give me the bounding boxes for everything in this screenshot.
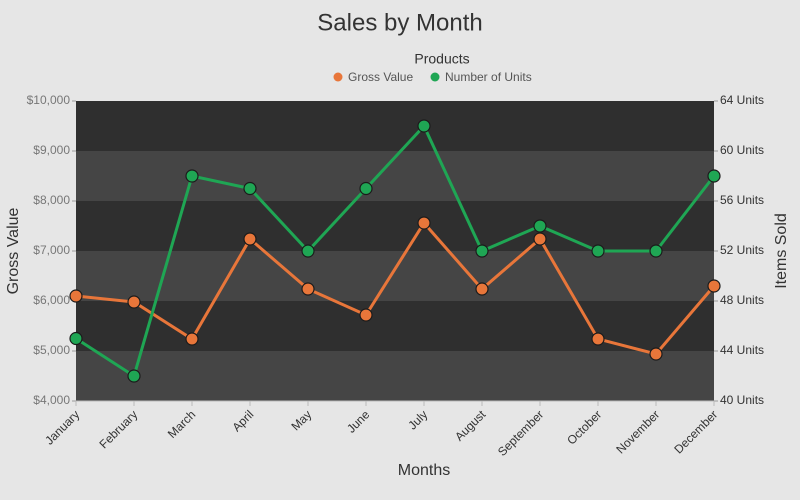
- data-point: [185, 169, 199, 183]
- y-tick-label: $5,000: [33, 343, 70, 357]
- data-point: [127, 295, 141, 309]
- data-point: [127, 369, 141, 383]
- y2-tick-label: 52 Units: [720, 243, 764, 257]
- legend-marker: [333, 72, 343, 82]
- data-point: [649, 244, 663, 258]
- legend-label: Number of Units: [445, 70, 532, 84]
- y2-tick-label: 48 Units: [720, 293, 764, 307]
- y2-tick-label: 64 Units: [720, 93, 764, 107]
- y-tick-label: $6,000: [33, 293, 70, 307]
- grid-band: [76, 351, 714, 401]
- y-tick-label: $8,000: [33, 193, 70, 207]
- legend-marker: [430, 72, 440, 82]
- data-point: [417, 216, 431, 230]
- data-point: [243, 232, 257, 246]
- grid-band: [76, 251, 714, 301]
- data-point: [475, 244, 489, 258]
- y2-axis-title: Items Sold: [773, 213, 790, 289]
- data-point: [359, 308, 373, 322]
- data-point: [707, 279, 721, 293]
- data-point: [417, 119, 431, 133]
- data-point: [475, 282, 489, 296]
- y-tick-label: $10,000: [27, 93, 71, 107]
- data-point: [707, 169, 721, 183]
- series-line: [75, 220, 716, 356]
- data-point: [649, 347, 663, 361]
- legend-label: Gross Value: [348, 70, 413, 84]
- y2-tick-label: 56 Units: [720, 193, 764, 207]
- chart-title: Sales by Month: [317, 9, 482, 36]
- y-tick-label: $7,000: [33, 243, 70, 257]
- data-point: [185, 332, 199, 346]
- y2-tick-label: 60 Units: [720, 143, 764, 157]
- x-axis-title: Months: [398, 462, 450, 479]
- data-point: [359, 181, 373, 196]
- data-point: [243, 181, 257, 196]
- legend-title: Products: [414, 51, 469, 67]
- y-axis-title: Gross Value: [5, 207, 22, 294]
- data-point: [533, 232, 547, 246]
- y2-tick-label: 44 Units: [720, 343, 764, 357]
- data-point: [591, 244, 605, 258]
- data-point: [591, 332, 605, 346]
- grid-band: [76, 101, 714, 151]
- data-point: [301, 282, 315, 296]
- y-tick-label: $9,000: [33, 143, 70, 157]
- y-tick-label: $4,000: [33, 393, 70, 407]
- series-line: [75, 123, 716, 379]
- data-point: [69, 289, 83, 303]
- data-point: [301, 244, 315, 258]
- data-point: [533, 219, 547, 233]
- y2-tick-label: 40 Units: [720, 393, 764, 407]
- data-point: [69, 331, 83, 346]
